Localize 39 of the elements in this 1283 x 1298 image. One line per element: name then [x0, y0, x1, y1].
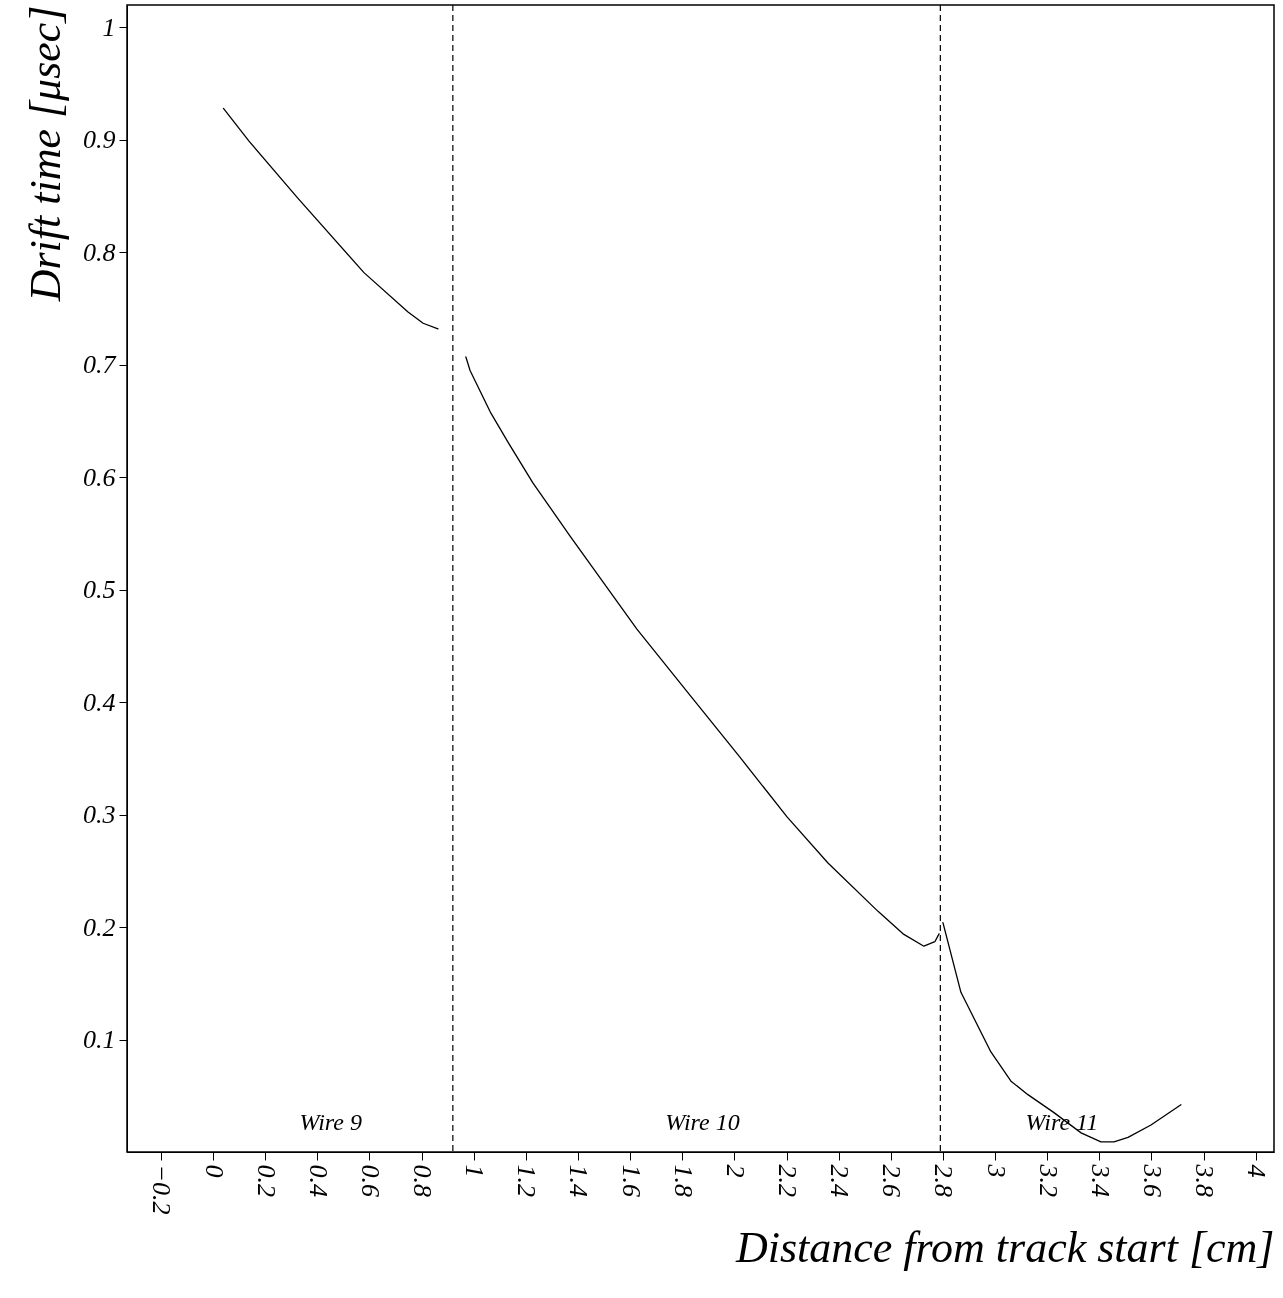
x-tick-label: 0.6: [355, 1164, 385, 1197]
x-tick-label: 2.4: [825, 1164, 855, 1197]
y-tick-label: 0.8: [83, 237, 116, 267]
x-tick-label: 0.2: [251, 1164, 281, 1197]
x-tick-label: −0.2: [147, 1164, 177, 1215]
y-tick-label: 0.6: [83, 462, 116, 492]
x-tick-label: 3: [981, 1163, 1011, 1178]
line-series: [942, 921, 1182, 1143]
x-tick-label: 2.2: [773, 1164, 803, 1197]
x-axis-title: Distance from track start [cm]: [734, 1222, 1275, 1272]
y-tick-label: 0.5: [83, 575, 116, 605]
annotation: Wire 9: [299, 1109, 362, 1135]
y-axis-title: Drift time [μsec]: [21, 5, 70, 303]
line-series: [222, 107, 439, 330]
x-tick-label: 4: [1242, 1164, 1272, 1178]
y-tick-label: 0.2: [83, 912, 116, 942]
x-tick-label: 3.4: [1085, 1163, 1115, 1197]
x-tick-label: 0: [199, 1164, 229, 1178]
y-tick-label: 0.9: [83, 125, 116, 155]
x-tick-label: 3.2: [1033, 1163, 1063, 1197]
x-tick-label: 0.4: [303, 1164, 333, 1197]
x-tick-label: 3.8: [1190, 1163, 1220, 1197]
x-tick-label: 2.8: [929, 1164, 959, 1197]
y-tick-label: 0.1: [83, 1025, 116, 1055]
x-tick-label: 1.8: [668, 1164, 698, 1197]
y-tick-label: 0.4: [83, 687, 116, 717]
x-tick-label: 1.2: [512, 1164, 542, 1197]
y-tick-label: 0.7: [83, 350, 117, 380]
y-tick-label: 0.3: [83, 800, 116, 830]
x-tick-label: 1.6: [616, 1164, 646, 1197]
x-tick-label: 2: [720, 1164, 750, 1178]
annotation: Wire 11: [1025, 1109, 1099, 1135]
x-tick-label: 0.8: [408, 1164, 438, 1197]
y-tick-label: 1: [102, 12, 116, 42]
x-tick-label: 3.6: [1137, 1163, 1167, 1197]
annotation: Wire 10: [665, 1109, 740, 1135]
x-tick-label: 2.6: [877, 1164, 907, 1197]
x-tick-label: 1: [460, 1164, 490, 1178]
x-tick-label: 1.4: [564, 1164, 594, 1197]
